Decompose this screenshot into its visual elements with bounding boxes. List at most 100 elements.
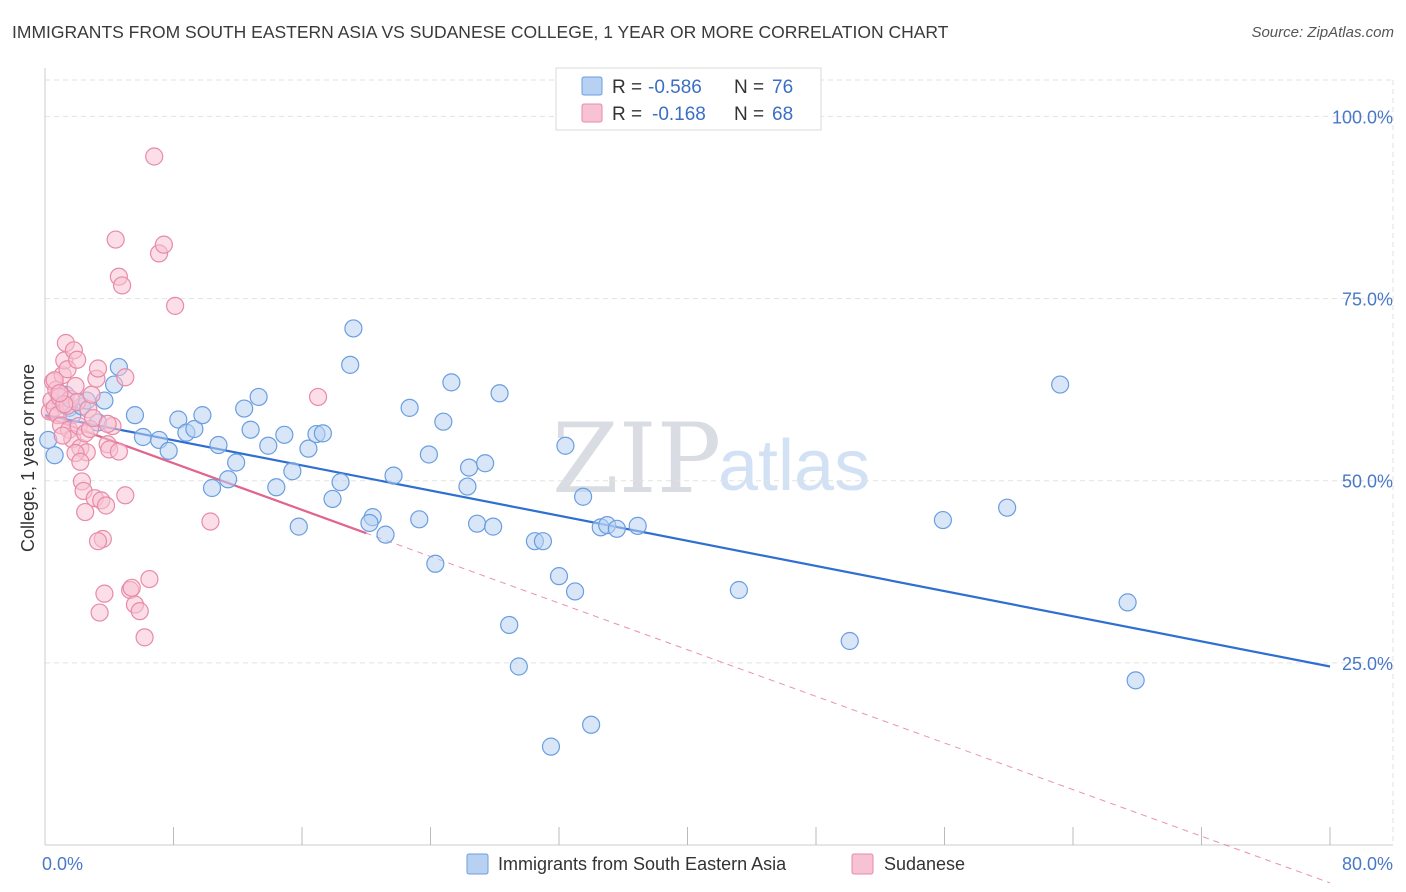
point-immigrants-sea: [344, 319, 363, 338]
point-sudanese: [130, 602, 149, 621]
source-credit: Source: ZipAtlas.com: [1251, 24, 1394, 41]
legend-swatch-pink: [581, 103, 603, 123]
y-tick-label: 25.0%: [1342, 654, 1393, 674]
legend-r-value-2: -0.168: [652, 104, 706, 125]
point-immigrants-sea: [1118, 593, 1137, 612]
point-immigrants-sea: [556, 436, 575, 455]
point-immigrants-sea: [45, 446, 64, 465]
legend-top: R = -0.586 N = 76 R = -0.168 N = 68: [555, 67, 822, 131]
trend-lines: [44, 414, 1331, 884]
point-immigrants-sea: [133, 427, 153, 447]
point-sudanese: [90, 603, 109, 622]
point-immigrants-sea: [259, 436, 278, 455]
point-immigrants-sea: [227, 453, 246, 472]
point-immigrants-sea: [323, 489, 342, 509]
legend-bottom-label-pink: Sudanese: [884, 854, 965, 874]
point-immigrants-sea: [933, 510, 952, 530]
point-immigrants-sea: [283, 462, 302, 481]
point-immigrants-sea: [341, 355, 360, 374]
grid: [45, 79, 1394, 845]
point-immigrants-sea: [582, 715, 601, 734]
legend-bottom-label-blue: Immigrants from South Eastern Asia: [498, 854, 787, 874]
y-tick-label: 75.0%: [1342, 290, 1393, 310]
chart-title: IMMIGRANTS FROM SOUTH EASTERN ASIA VS SU…: [12, 22, 949, 42]
point-immigrants-sea: [1051, 375, 1070, 394]
point-immigrants-sea: [549, 567, 569, 586]
point-sudanese: [308, 387, 328, 407]
point-immigrants-sea: [219, 470, 238, 489]
point-immigrants-sea: [476, 454, 495, 473]
point-immigrants-sea: [565, 582, 585, 601]
data-points: [39, 147, 1145, 756]
point-immigrants-sea: [729, 580, 749, 600]
legend-n-label-2: N =: [734, 104, 764, 125]
point-immigrants-sea: [573, 487, 593, 506]
point-immigrants-sea: [159, 441, 178, 460]
point-sudanese: [68, 350, 87, 369]
point-immigrants-sea: [249, 387, 268, 407]
point-sudanese: [135, 628, 154, 647]
point-immigrants-sea: [169, 410, 188, 429]
point-sudanese: [201, 512, 220, 531]
x-tick-label-min: 0.0%: [42, 854, 83, 874]
y-tick-label: 50.0%: [1342, 472, 1393, 492]
legend-bottom-swatch-pink: [851, 853, 874, 875]
legend-n-value-2: 68: [772, 104, 793, 125]
legend-bottom: Immigrants from South Eastern Asia Sudan…: [466, 853, 965, 875]
point-immigrants-sea: [434, 412, 453, 431]
point-immigrants-sea: [384, 466, 403, 485]
point-immigrants-sea: [313, 424, 332, 443]
x-tick-label-max: 80.0%: [1342, 854, 1393, 874]
point-sudanese: [116, 368, 135, 387]
point-sudanese: [88, 532, 108, 551]
point-immigrants-sea: [467, 514, 487, 533]
point-sudanese: [166, 296, 185, 315]
point-immigrants-sea: [125, 406, 145, 425]
point-immigrants-sea: [628, 516, 647, 535]
point-immigrants-sea: [484, 517, 503, 536]
point-immigrants-sea: [202, 478, 222, 498]
point-immigrants-sea: [331, 473, 350, 492]
legend-r-label-1: R =: [612, 77, 642, 98]
trend-line-immigrants-sea: [44, 414, 1331, 668]
point-sudanese: [122, 578, 141, 597]
trend-line-sudanese: [44, 415, 367, 535]
point-sudanese: [116, 486, 135, 505]
point-immigrants-sea: [541, 737, 561, 756]
point-immigrants-sea: [998, 498, 1017, 517]
point-sudanese: [112, 276, 132, 295]
point-sudanese: [50, 384, 69, 403]
point-sudanese: [140, 569, 159, 589]
point-immigrants-sea: [509, 657, 528, 676]
point-immigrants-sea: [275, 425, 294, 444]
point-immigrants-sea: [376, 525, 395, 544]
legend-r-label-2: R =: [612, 104, 642, 125]
y-tick-label: 100.0%: [1332, 107, 1393, 127]
watermark-atlas: atlas: [718, 426, 870, 506]
point-immigrants-sea: [1126, 671, 1145, 690]
point-sudanese: [106, 230, 125, 249]
legend-swatch-blue: [581, 76, 603, 96]
axes: 25.0% 50.0% 75.0% 100.0% 0.0% 80.0%: [42, 68, 1393, 874]
watermark: ZIP atlas: [552, 403, 870, 515]
point-sudanese: [95, 584, 114, 603]
point-sudanese: [76, 502, 95, 522]
point-immigrants-sea: [360, 513, 379, 533]
point-sudanese: [145, 147, 164, 166]
point-sudanese: [88, 359, 108, 378]
point-immigrants-sea: [840, 631, 859, 651]
legend-n-label-1: N =: [734, 77, 764, 98]
point-sudanese: [109, 442, 128, 461]
point-immigrants-sea: [241, 420, 260, 439]
point-sudanese: [53, 426, 72, 445]
y-axis-label: College, 1 year or more: [18, 364, 38, 552]
point-immigrants-sea: [185, 419, 204, 439]
point-immigrants-sea: [442, 373, 461, 392]
point-immigrants-sea: [400, 398, 419, 417]
point-immigrants-sea: [299, 439, 318, 458]
point-immigrants-sea: [533, 532, 553, 551]
point-immigrants-sea: [267, 478, 286, 497]
legend-n-value-1: 76: [772, 77, 793, 98]
point-sudanese: [71, 452, 90, 471]
